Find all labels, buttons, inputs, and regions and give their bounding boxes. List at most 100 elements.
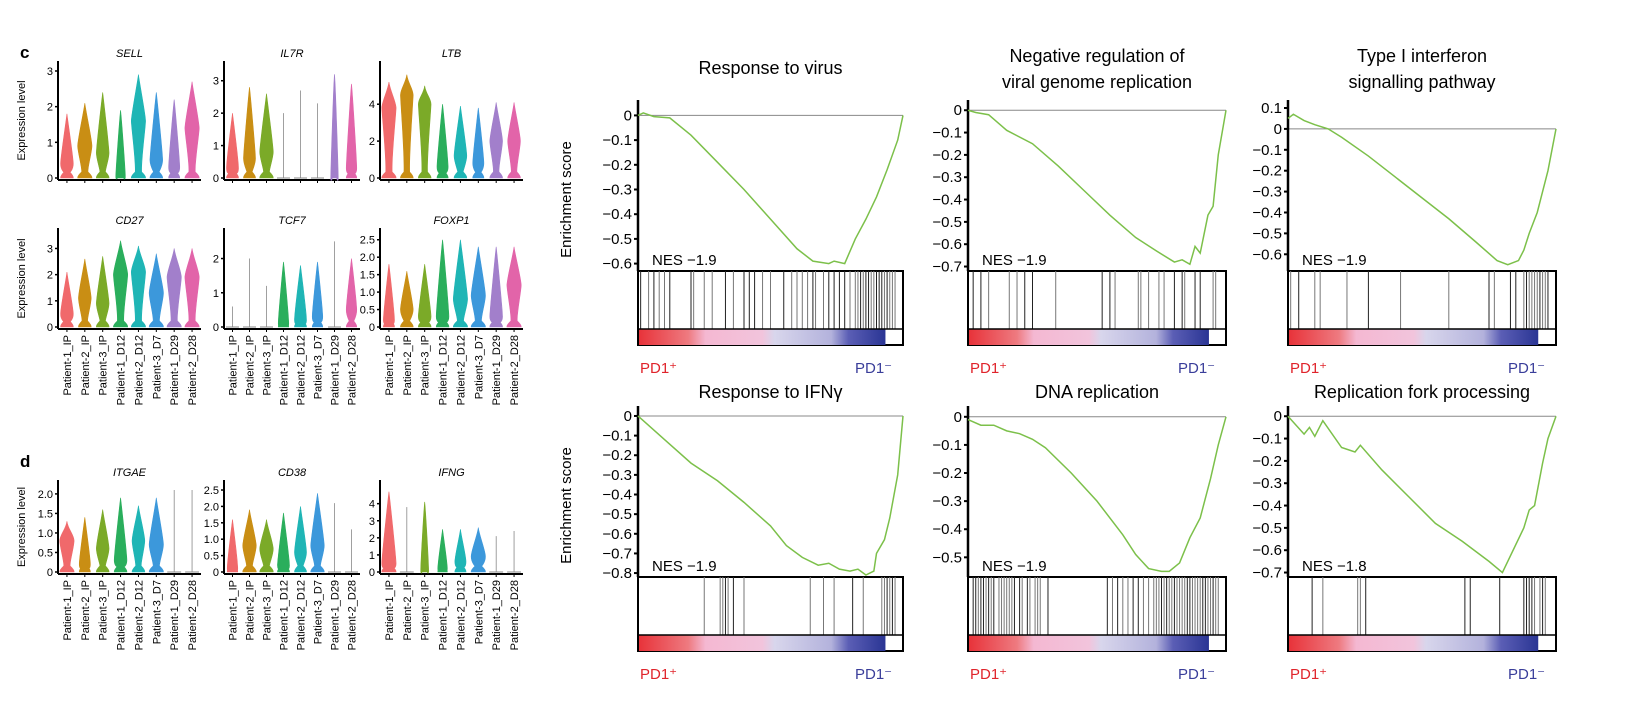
y-tick-label: −0.6 — [602, 256, 632, 273]
violin-Patient-3_D7 — [471, 247, 485, 327]
enrichment-curve — [638, 416, 903, 575]
pd1-negative-label: PD1⁻ — [1178, 666, 1215, 683]
y-tick-label: −0.6 — [1252, 246, 1282, 263]
rank-gradient-bar — [1289, 635, 1538, 651]
y-tick-label: −0.4 — [1252, 204, 1282, 221]
x-tick-label: Patient-1_IP — [384, 580, 396, 641]
violin-Patient-1_D29 — [167, 248, 181, 327]
y-tick-label: −0.6 — [932, 236, 962, 253]
y-tick-label: 0 — [369, 322, 375, 334]
violin-Patient-1_IP — [383, 264, 394, 327]
y-tick-label: 2.5 — [360, 235, 375, 247]
y-tick-label: −0.2 — [1252, 163, 1282, 180]
x-tick-label: Patient-2_IP — [245, 580, 257, 641]
y-tick-label: 1.0 — [204, 534, 219, 546]
violin-Patient-3_D7 — [471, 528, 485, 572]
violin-title: CD27 — [115, 215, 144, 227]
y-tick-label: −0.3 — [602, 467, 632, 484]
violin-Patient-2_D12 — [455, 529, 466, 572]
violin-Patient-2_D12 — [131, 246, 145, 327]
violin-Patient-1_D12 — [116, 110, 126, 179]
x-tick-label: Patient-1_D12 — [116, 580, 128, 650]
violin-Patient-1_D12 — [437, 104, 448, 178]
y-tick-label: 2 — [369, 136, 375, 148]
x-tick-label: Patient-1_IP — [62, 335, 74, 396]
x-tick-label: Patient-3_IP — [98, 335, 110, 396]
gsea-title: Type I interferon — [1357, 46, 1487, 66]
y-tick-label: −0.5 — [932, 214, 962, 231]
y-tick-label: 0 — [47, 173, 53, 185]
violin-chart-itgae: ITGAE00.51.01.52.0Expression levelPatien… — [16, 467, 201, 650]
x-tick-label: Patient-2_IP — [80, 580, 92, 641]
violin-Patient-2_D28 — [185, 82, 199, 178]
x-tick-label: Patient-1_D29 — [169, 580, 181, 650]
panel-label-d: d — [20, 452, 30, 471]
gsea-title: signalling pathway — [1348, 72, 1495, 92]
violin-Patient-3_D7 — [473, 108, 484, 178]
gsea-title: Response to virus — [698, 58, 842, 78]
gsea-title: DNA replication — [1035, 382, 1159, 402]
y-tick-label: 0 — [954, 102, 962, 119]
violin-Patient-3_IP — [96, 92, 109, 178]
nes-label: NES −1.8 — [1302, 558, 1367, 575]
y-tick-label: −0.6 — [602, 526, 632, 543]
violin-chart-il7r: IL7R 0 1 2 3 — [213, 48, 360, 185]
violin-title: SELL — [116, 48, 143, 60]
y-tick-label: −0.4 — [602, 206, 632, 223]
violin-Patient-1_IP — [60, 521, 74, 572]
violin-Patient-3_D7 — [150, 92, 163, 178]
y-tick-label: −0.1 — [932, 437, 962, 454]
y-tick-label: 1 — [369, 550, 375, 562]
y-tick-label: 0 — [213, 173, 219, 185]
gsea-chart-6: Replication fork processing 0 −0.1 −0.2 −0.3… — [1252, 382, 1556, 683]
violin-Patient-2_D12 — [131, 75, 145, 178]
rank-gradient-bar — [639, 635, 885, 651]
x-tick-label: Patient-3_D7 — [151, 580, 163, 644]
x-tick-label: Patient-1_IP — [62, 580, 74, 641]
x-tick-label: Patient-2_D28 — [509, 335, 521, 405]
y-tick-label: 0 — [47, 322, 53, 334]
y-tick-label: 0.5 — [360, 305, 375, 317]
y-tick-label: 1 — [213, 141, 219, 153]
x-tick-label: Patient-3_IP — [262, 335, 274, 396]
rank-gradient-bar — [969, 635, 1209, 651]
enrichment-curve — [968, 417, 1226, 572]
nes-label: NES −1.9 — [982, 252, 1047, 269]
enrichment-curve — [638, 113, 903, 264]
x-tick-label: Patient-2_D12 — [455, 335, 467, 405]
violin-Patient-1_IP — [61, 114, 74, 178]
enrichment-curve — [1288, 114, 1556, 264]
violin-chart-ltb: LTB 0 2 4 — [369, 48, 523, 185]
gsea-title: Response to IFNγ — [698, 382, 842, 402]
y-tick-label: −0.1 — [1252, 142, 1282, 159]
enrichment-curve — [968, 110, 1226, 264]
x-tick-label: Patient-2_D28 — [347, 580, 359, 650]
enrichment-curve — [1288, 416, 1556, 572]
x-tick-label: Patient-2_IP — [402, 335, 414, 396]
y-tick-label: −0.3 — [932, 169, 962, 186]
x-tick-label: Patient-1_D12 — [438, 335, 450, 405]
y-tick-label: 0 — [47, 567, 53, 579]
x-tick-label: Patient-2_D28 — [509, 580, 521, 650]
violin-chart-cd38: CD38 0 0.5 1.0 1.5 2.0 2.5 Patient-1_IP Patient-… — [204, 467, 360, 650]
violin-Patient-3_D7 — [149, 498, 163, 572]
pd1-positive-label: PD1⁺ — [1290, 666, 1327, 683]
violin-Patient-3_D7 — [312, 262, 323, 327]
y-tick-label: −0.2 — [1252, 453, 1282, 470]
violin-chart-foxp1: FOXP100.51.01.52.02.5Patient-1_IP Patient… — [360, 215, 523, 405]
y-tick-label: 2 — [47, 102, 53, 114]
violin-Patient-1_D29 — [169, 100, 180, 178]
y-tick-label: −0.2 — [602, 157, 632, 174]
y-axis-label: Enrichment score — [558, 141, 575, 258]
rank-gradient-bar — [639, 329, 885, 345]
x-tick-label: Patient-1_D29 — [330, 335, 342, 405]
violin-Patient-3_IP — [96, 256, 109, 327]
y-tick-label: −0.7 — [1252, 565, 1282, 582]
violin-Patient-2_IP — [243, 510, 257, 572]
x-tick-label: Patient-3_IP — [420, 580, 432, 641]
y-tick-label: 3 — [47, 66, 53, 78]
pd1-negative-label: PD1⁻ — [1508, 360, 1545, 377]
y-tick-label: −0.2 — [932, 465, 962, 482]
gsea-title: Negative regulation of — [1009, 46, 1185, 66]
y-tick-label: 0 — [624, 107, 632, 124]
